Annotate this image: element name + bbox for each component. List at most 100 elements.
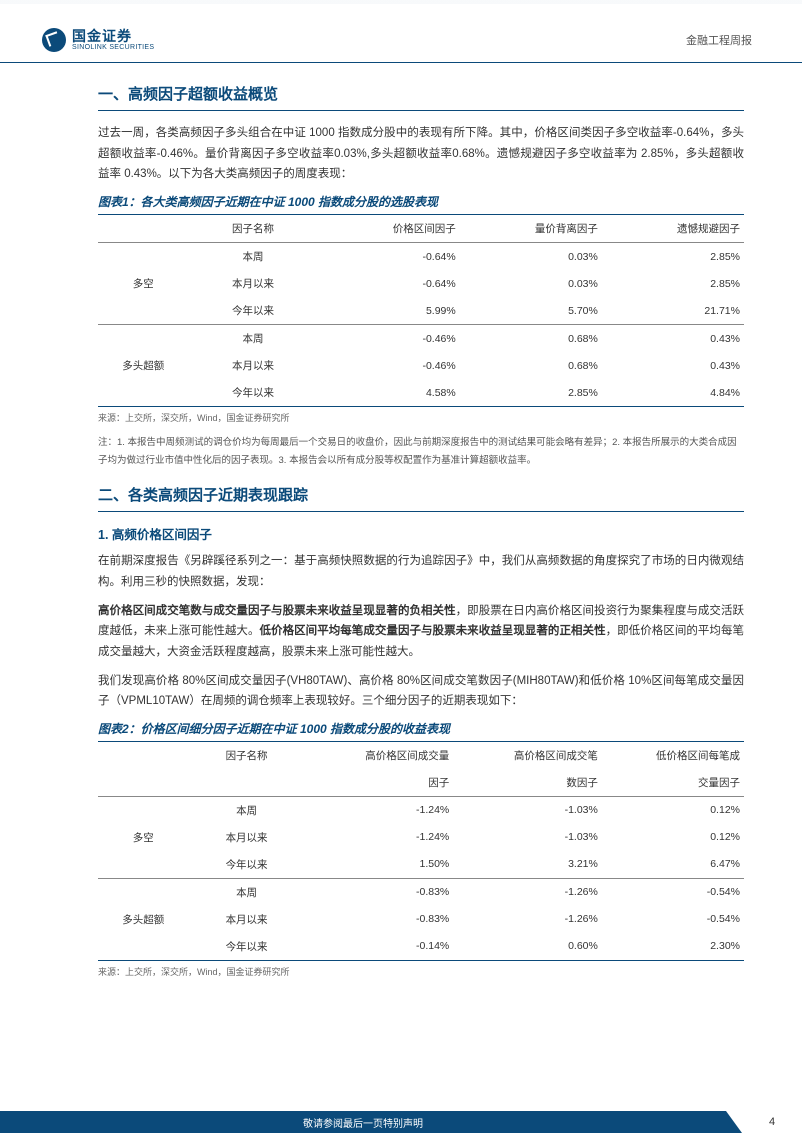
col-2a: 高价格区间成交笔 bbox=[453, 742, 602, 769]
bold-text: 低价格区间平均每笔成交量因子与股票未来收益呈现显著的正相关性 bbox=[260, 625, 606, 637]
cell: 0.68% bbox=[460, 325, 602, 353]
cell: 3.21% bbox=[453, 851, 602, 879]
logo-en: SINOLINK SECURITIES bbox=[72, 44, 154, 51]
group-ex: 多头超额 bbox=[98, 325, 188, 407]
cell: 4.58% bbox=[318, 379, 460, 407]
cell: -0.64% bbox=[318, 270, 460, 297]
table-row: 多空 本周 -0.64% 0.03% 2.85% bbox=[98, 243, 744, 271]
cell: -0.54% bbox=[602, 906, 744, 933]
table-row: 今年以来 4.58% 2.85% 4.84% bbox=[98, 379, 744, 407]
section1-title: 一、高频因子超额收益概览 bbox=[98, 83, 744, 111]
cell: 2.85% bbox=[460, 379, 602, 407]
cell: 21.71% bbox=[602, 297, 744, 325]
table2-header-row2: 因子 数因子 交量因子 bbox=[98, 769, 744, 797]
period: 本月以来 bbox=[188, 824, 304, 851]
cell: -1.24% bbox=[305, 796, 454, 824]
footer-deco bbox=[726, 1111, 742, 1133]
page-footer: 敬请参阅最后一页特别声明 4 bbox=[0, 1111, 802, 1133]
period: 本月以来 bbox=[188, 270, 317, 297]
footer-disclaimer: 敬请参阅最后一页特别声明 bbox=[0, 1111, 726, 1133]
cell: 0.03% bbox=[460, 243, 602, 271]
col-3a: 低价格区间每笔成 bbox=[602, 742, 744, 769]
cell: -0.83% bbox=[305, 906, 454, 933]
table-row: 多头超额 本周 -0.46% 0.68% 0.43% bbox=[98, 325, 744, 353]
cell: -0.54% bbox=[602, 878, 744, 906]
cell: 0.03% bbox=[460, 270, 602, 297]
section2-p3: 我们发现高价格 80%区间成交量因子(VH80TAW)、高价格 80%区间成交笔… bbox=[98, 671, 744, 712]
cell: 5.99% bbox=[318, 297, 460, 325]
logo-cn: 国金证券 bbox=[72, 29, 154, 44]
cell: 0.68% bbox=[460, 352, 602, 379]
group-ls: 多空 bbox=[98, 796, 188, 878]
logo-icon bbox=[42, 28, 66, 52]
group-ls: 多空 bbox=[98, 243, 188, 325]
cell: 0.12% bbox=[602, 824, 744, 851]
col-3: 遗憾规避因子 bbox=[602, 215, 744, 243]
col-2b: 数因子 bbox=[453, 769, 602, 797]
cell: 0.43% bbox=[602, 325, 744, 353]
cell: -0.14% bbox=[305, 933, 454, 961]
col-factor-name2 bbox=[188, 769, 304, 797]
cell: -1.03% bbox=[453, 824, 602, 851]
cell: 5.70% bbox=[460, 297, 602, 325]
section2-sub1-title: 1. 高频价格区间因子 bbox=[98, 524, 744, 543]
period: 本周 bbox=[188, 796, 304, 824]
doc-type: 金融工程周报 bbox=[686, 32, 752, 48]
col-1a: 高价格区间成交量 bbox=[305, 742, 454, 769]
section2-title: 二、各类高频因子近期表现跟踪 bbox=[98, 484, 744, 512]
period: 今年以来 bbox=[188, 851, 304, 879]
cell: -1.26% bbox=[453, 906, 602, 933]
brand-logo: 国金证券 SINOLINK SECURITIES bbox=[42, 28, 154, 52]
cell: -1.03% bbox=[453, 796, 602, 824]
col-1b: 因子 bbox=[305, 769, 454, 797]
cell: 2.85% bbox=[602, 243, 744, 271]
period: 今年以来 bbox=[188, 379, 317, 407]
table-row: 今年以来 -0.14% 0.60% 2.30% bbox=[98, 933, 744, 961]
col-3b: 交量因子 bbox=[602, 769, 744, 797]
period: 今年以来 bbox=[188, 933, 304, 961]
table1: 因子名称 价格区间因子 量价背离因子 遗憾规避因子 多空 本周 -0.64% 0… bbox=[98, 215, 744, 407]
notes: 注：1. 本报告中周频测试的调仓价均为每周最后一个交易日的收盘价，因此与前期深度… bbox=[98, 434, 744, 470]
col-2: 量价背离因子 bbox=[460, 215, 602, 243]
page-header: 国金证券 SINOLINK SECURITIES 金融工程周报 bbox=[0, 0, 802, 63]
cell: -0.64% bbox=[318, 243, 460, 271]
period: 本周 bbox=[188, 243, 317, 271]
table-row: 本月以来 -0.64% 0.03% 2.85% bbox=[98, 270, 744, 297]
period: 本周 bbox=[188, 878, 304, 906]
cell: 0.12% bbox=[602, 796, 744, 824]
table2: 因子名称 高价格区间成交量 高价格区间成交笔 低价格区间每笔成 因子 数因子 交… bbox=[98, 742, 744, 961]
section1-para: 过去一周，各类高频因子多头组合在中证 1000 指数成分股中的表现有所下降。其中… bbox=[98, 123, 744, 185]
cell: -0.46% bbox=[318, 325, 460, 353]
table-row: 本月以来 -1.24% -1.03% 0.12% bbox=[98, 824, 744, 851]
cell: -0.46% bbox=[318, 352, 460, 379]
cell: 6.47% bbox=[602, 851, 744, 879]
table-row: 今年以来 1.50% 3.21% 6.47% bbox=[98, 851, 744, 879]
table2-title: 图表2：价格区间细分因子近期在中证 1000 指数成分股的收益表现 bbox=[98, 720, 744, 742]
section2-p1: 在前期深度报告《另辟蹊径系列之一：基于高频快照数据的行为追踪因子》中，我们从高频… bbox=[98, 551, 744, 592]
cell: 2.30% bbox=[602, 933, 744, 961]
logo-text: 国金证券 SINOLINK SECURITIES bbox=[72, 29, 154, 51]
table-row: 多空 本周 -1.24% -1.03% 0.12% bbox=[98, 796, 744, 824]
col-1: 价格区间因子 bbox=[318, 215, 460, 243]
period: 今年以来 bbox=[188, 297, 317, 325]
top-band bbox=[0, 0, 802, 4]
cell: 0.60% bbox=[453, 933, 602, 961]
col-factor-name: 因子名称 bbox=[188, 215, 317, 243]
cell: 1.50% bbox=[305, 851, 454, 879]
table2-header-row1: 因子名称 高价格区间成交量 高价格区间成交笔 低价格区间每笔成 bbox=[98, 742, 744, 769]
cell: 4.84% bbox=[602, 379, 744, 407]
col-factor-name: 因子名称 bbox=[188, 742, 304, 769]
cell: -1.24% bbox=[305, 824, 454, 851]
page-number: 4 bbox=[742, 1111, 802, 1133]
table1-title: 图表1：各大类高频因子近期在中证 1000 指数成分股的选股表现 bbox=[98, 193, 744, 215]
table1-header-row: 因子名称 价格区间因子 量价背离因子 遗憾规避因子 bbox=[98, 215, 744, 243]
section2-p2: 高价格区间成交笔数与成交量因子与股票未来收益呈现显著的负相关性，即股票在日内高价… bbox=[98, 601, 744, 663]
cell: 0.43% bbox=[602, 352, 744, 379]
period: 本月以来 bbox=[188, 352, 317, 379]
period: 本月以来 bbox=[188, 906, 304, 933]
table2-source: 来源：上交所，深交所，Wind，国金证券研究所 bbox=[98, 965, 744, 978]
page-content: 一、高频因子超额收益概览 过去一周，各类高频因子多头组合在中证 1000 指数成… bbox=[0, 63, 802, 978]
cell: -0.83% bbox=[305, 878, 454, 906]
table-row: 多头超额 本周 -0.83% -1.26% -0.54% bbox=[98, 878, 744, 906]
cell: -1.26% bbox=[453, 878, 602, 906]
